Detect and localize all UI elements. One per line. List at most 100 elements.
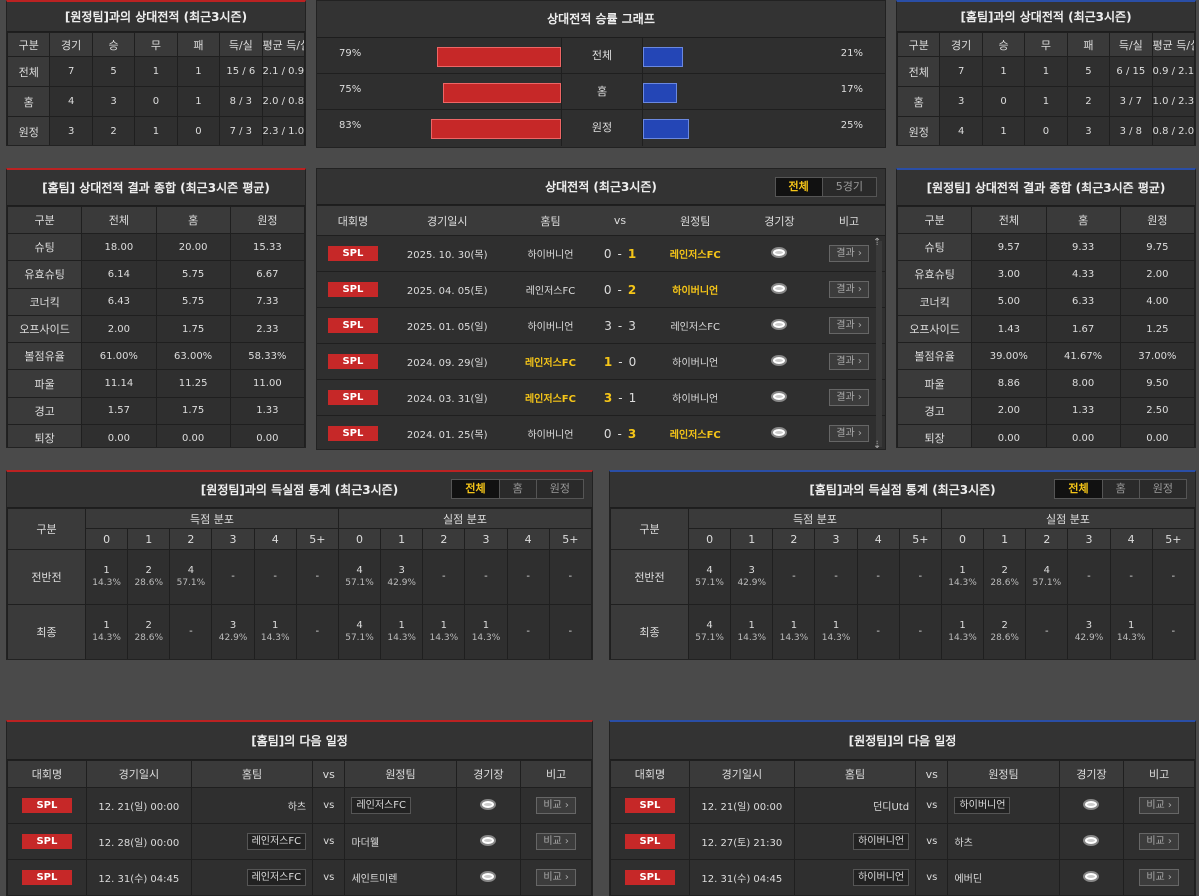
result-button[interactable]: 결과 › [829,353,869,370]
goal-count: 1 [440,620,448,631]
stadium-icon[interactable] [771,426,788,438]
tab-5games[interactable]: 5경기 [821,178,876,196]
tab-away[interactable]: 원정 [1138,480,1186,498]
home-team-name: 레인저스FC [246,869,307,886]
cell-value: 11.00 [229,369,305,398]
row-label: 오프사이드 [7,314,83,344]
cell-value: 0.00 [1119,424,1195,447]
cell-value: 9.50 [1119,369,1195,398]
stadium-icon[interactable] [480,798,497,810]
compare-button[interactable]: 비교 › [1139,869,1179,886]
stadium-icon[interactable] [1083,870,1100,882]
league-cell: SPL [317,271,389,308]
away-team: 레인저스FC [644,307,746,344]
stadium-icon[interactable] [771,354,788,366]
goals-row: 전반전 1 14.3% 2 28.6% 4 57.1% - - - 4 57.1% 3 42.9% - - - - [7,549,592,605]
graph-row: 83% 원정 25% [317,110,885,146]
compare-button[interactable]: 비교 › [536,797,576,814]
home-team: 레인저스FC [505,271,596,308]
result-button[interactable]: 결과 › [829,317,869,334]
scroll-down-icon[interactable]: ⇣ [873,440,882,450]
scroll-up-icon[interactable]: ⇡ [873,237,882,248]
scrollbar[interactable]: ⇡ ⇣ [873,237,882,450]
table-row: 경고 1.57 1.75 1.33 [7,396,305,426]
col-header: 패 [176,32,221,57]
cell-value: 1.43 [971,314,1047,344]
score: 0-3 [595,415,645,449]
compare-button[interactable]: 비교 › [536,869,576,886]
cell-value: 0.00 [81,424,157,447]
goal-stat: 4 57.1% [690,565,730,589]
row-label: 전체 [897,56,941,87]
tab-all[interactable]: 전체 [1055,480,1102,498]
goal-cell: 4 57.1% [1025,549,1069,605]
cell-value: 3 [939,86,983,117]
stadium-icon[interactable] [771,246,788,258]
home-team: 레인저스FC [505,343,596,380]
cell-value: 5.75 [155,287,231,316]
compare-label: 비교 [543,872,562,883]
panel-title: [홈팀]과의 상대전적 (최근3시즌) [897,2,1195,32]
venue-cell [745,415,814,449]
result-button[interactable]: 결과 › [829,281,869,298]
row-label: 퇴장 [7,424,83,447]
goal-stat: - [1153,626,1193,638]
goal-cell: 1 14.3% [940,549,985,605]
goal-cell: 2 28.6% [983,549,1027,605]
goal-stat: 1 14.3% [774,620,814,644]
row-label: 유효슈팅 [897,260,973,289]
stadium-icon[interactable] [480,870,497,882]
goal-percent: 14.3% [948,633,977,643]
stadium-icon[interactable] [1083,798,1100,810]
stadium-icon[interactable] [771,282,788,294]
tab-all[interactable]: 전체 [775,178,822,196]
cell-value: 0.00 [1045,424,1121,447]
tab-away[interactable]: 원정 [535,480,583,498]
col-header-venue: 경기장 [1058,760,1125,788]
cell-value: 3 [49,116,93,145]
chevron-right-icon: › [854,248,862,259]
goal-count-header: 3 [814,528,858,550]
cell-value: 6 / 15 [1109,56,1153,87]
compare-button[interactable]: 비교 › [536,833,576,850]
goal-cell: 4 57.1% [337,549,382,605]
cell-value: 0 [134,86,178,117]
result-button[interactable]: 결과 › [829,245,869,262]
goal-stat: 2 28.6% [985,565,1025,589]
result-button[interactable]: 결과 › [829,389,869,406]
cell-value: 11.25 [155,369,231,398]
tab-home[interactable]: 홈 [1101,480,1139,498]
goal-count-header: 2 [422,528,466,550]
venue-cell [455,823,522,860]
compare-button[interactable]: 비교 › [1139,797,1179,814]
cell-value: 15.33 [229,232,305,262]
col-header: 전체 [971,206,1047,234]
goal-count: 4 [187,565,195,576]
goal-percent: 57.1% [345,578,374,588]
panel-title: 상대전적 (최근3시즌) [545,180,657,194]
result-button[interactable]: 결과 › [829,425,869,442]
league-cell: SPL [610,787,690,824]
stadium-icon[interactable] [1083,834,1100,846]
away-team: 하이버니언 [644,379,746,416]
goal-count: - [442,571,446,582]
away-team-name: 마더웰 [351,838,380,849]
table-row: 오프사이드 1.43 1.67 1.25 [897,314,1195,344]
tab-home[interactable]: 홈 [498,480,536,498]
stadium-icon[interactable] [771,390,788,402]
tab-all[interactable]: 전체 [452,480,499,498]
goal-cell: 1 14.3% [772,604,816,659]
goal-cell: 1 14.3% [84,549,129,605]
compare-button[interactable]: 비교 › [1139,833,1179,850]
stadium-icon[interactable] [771,318,788,330]
goal-count-header: 2 [772,528,816,550]
goal-percent: 14.3% [92,633,121,643]
cell-value: 7 [49,56,93,87]
goal-cell: - [506,604,550,659]
col-header-away: 원정팀 [644,205,746,236]
stadium-icon[interactable] [480,834,497,846]
chevron-right-icon: › [1164,836,1172,847]
compare-label: 비교 [543,800,562,811]
goal-cell: 1 14.3% [84,604,129,659]
goal-percent: 57.1% [1032,578,1062,588]
